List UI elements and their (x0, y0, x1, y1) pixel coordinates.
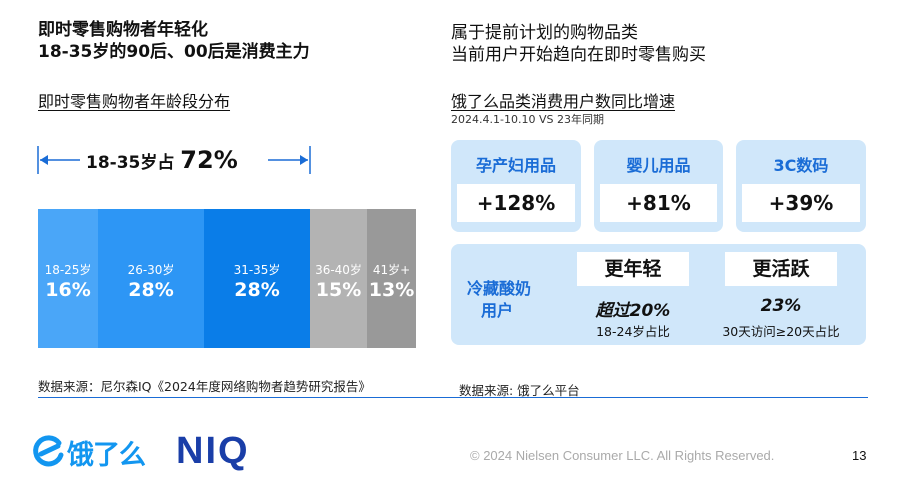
right-headline-2: 当前用户开始趋向在即时零售购买 (451, 45, 706, 65)
bracket-left-arrow (40, 155, 48, 165)
tile-baby-value: +81% (600, 184, 717, 222)
yogurt-label-2: 用户 (481, 301, 514, 320)
bar-category-label: 31-35岁 (233, 263, 281, 277)
right-headline-1: 属于提前计划的购物品类 (451, 23, 638, 43)
bracket-label-prefix: 18-35岁占 (86, 153, 175, 173)
tile-maternity: 孕产妇用品 +128% (451, 140, 581, 232)
bar-category-label: 41岁+ (372, 263, 411, 277)
yogurt-panel: 冷藏酸奶 用户 更年轻 超过20% 18-24岁占比 更活跃 23% 30天访问… (451, 244, 866, 345)
yogurt-label-1: 冷藏酸奶 (467, 279, 532, 298)
tile-3c-value: +39% (742, 184, 860, 222)
eleme-logo-text: 饿了么 (67, 439, 146, 471)
bar-category-label: 18-25岁 (44, 263, 92, 277)
copyright: © 2024 Nielsen Consumer LLC. All Rights … (470, 448, 775, 463)
date-note: 2024.4.1-10.10 VS 23年同期 (451, 113, 604, 126)
bracket-annotation (37, 146, 311, 174)
eleme-e-icon (33, 435, 64, 467)
bar-segment-1: 18-25岁 16% (38, 209, 98, 348)
tile-baby-label: 婴儿用品 (626, 156, 691, 175)
active-value: 23% (760, 296, 802, 316)
left-source: 数据来源：尼尔森IQ《2024年度网络购物者趋势研究报告》 (38, 379, 371, 394)
bar-category-label: 26-30岁 (127, 263, 175, 277)
niq-logo: NIQ (176, 430, 250, 472)
bracket-right-arrow (300, 155, 308, 165)
left-headline-1: 即时零售购物者年轻化 (38, 20, 208, 40)
bar-value-label: 16% (45, 279, 91, 301)
bar-category-label: 36-40岁 (315, 263, 362, 277)
bracket-label: 18-35岁占 72% (86, 146, 238, 174)
younger-title: 更年轻 (577, 252, 689, 286)
bar-segment-5: 41岁+ 13% (367, 209, 416, 348)
right-subtitle: 饿了么品类消费用户数同比增速 (451, 92, 676, 111)
tile-maternity-label: 孕产妇用品 (475, 156, 556, 175)
bar-value-label: 28% (128, 279, 174, 301)
eleme-logo: 饿了么 (32, 434, 146, 471)
bar-segment-3: 31-35岁 28% (204, 209, 310, 348)
bar-value-label: 15% (315, 279, 362, 301)
active-caption: 30天访问≥20天占比 (722, 324, 840, 339)
right-source: 数据来源: 饿了么平台 (459, 383, 580, 398)
bar-segment-4: 36-40岁 15% (310, 209, 367, 348)
page-number: 13 (852, 448, 867, 463)
left-headline-2: 18-35岁的90后、00后是消费主力 (38, 42, 310, 62)
footer-divider (38, 397, 868, 398)
bar-value-label: 28% (234, 279, 280, 301)
tile-3c: 3C数码 +39% (736, 140, 866, 232)
tile-3c-label: 3C数码 (773, 156, 829, 175)
younger-caption: 18-24岁占比 (596, 324, 670, 339)
left-subtitle: 即时零售购物者年龄段分布 (38, 92, 231, 111)
age-distribution-chart: 18-25岁 16% 26-30岁 28% 31-35岁 28% 36-40岁 15% 41岁+… (38, 209, 416, 348)
bracket-label-pct: 72% (180, 146, 238, 174)
active-title: 更活跃 (725, 252, 837, 286)
bar-segment-2: 26-30岁 28% (98, 209, 204, 348)
bar-value-label: 13% (368, 279, 415, 301)
younger-value: 超过20% (595, 301, 671, 321)
tile-baby: 婴儿用品 +81% (594, 140, 723, 232)
tile-maternity-value: +128% (457, 184, 575, 222)
